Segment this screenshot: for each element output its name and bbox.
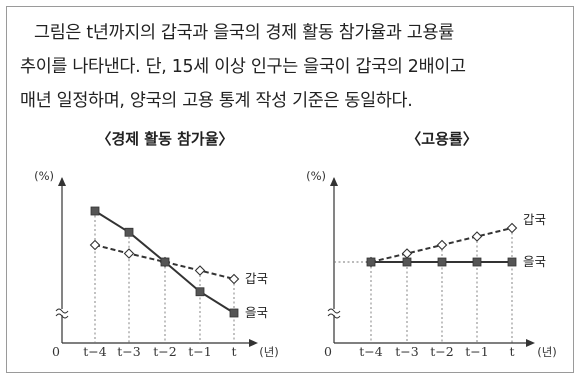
chart-2-x-tick-label: t−2 xyxy=(430,344,453,359)
chart-1-series-eul-point xyxy=(195,287,205,297)
chart-2-origin-label: 0 xyxy=(324,344,332,359)
chart-1-y-axis-arrow xyxy=(58,177,66,186)
chart-2-series-gap-point xyxy=(401,248,413,259)
chart-2-series-eul-point xyxy=(507,257,517,267)
chart-2-series-gap-point xyxy=(436,239,448,251)
chart-1-series-eul-point xyxy=(124,227,134,237)
chart-1-series-gap-point xyxy=(123,248,135,259)
chart-2-axis-break-gap xyxy=(329,309,339,315)
chart-1-x-tick-label: t−4 xyxy=(83,344,106,359)
chart-1-series-eul-point xyxy=(229,308,239,318)
chart-1-y-unit: (%) xyxy=(34,169,54,183)
chart-2-x-tick-label: t−3 xyxy=(395,344,418,359)
chart-2-x-tick-label: t xyxy=(509,344,514,359)
chart-1-x-axis-arrow xyxy=(249,339,258,347)
problem-text: 그림은 t년까지의 갑국과 을국의 경제 활동 참가율과 고용률 추이를 나타낸… xyxy=(20,16,568,118)
chart-1-x-unit: (년) xyxy=(259,345,279,359)
chart-2-x-tick-label: t−1 xyxy=(465,344,488,359)
chart-1-series-gap-point xyxy=(89,239,101,251)
chart-2-series-gap-label: 갑국 xyxy=(523,212,546,227)
chart-1-x-tick-label: t−3 xyxy=(117,344,140,359)
chart-2-title: 〈고용률〉 xyxy=(406,130,477,148)
chart-2-series-gap-point xyxy=(471,231,483,242)
chart-1-x-tick-label: t−2 xyxy=(153,344,176,359)
problem-frame xyxy=(6,6,574,373)
chart-2-series-gap-point xyxy=(506,222,518,234)
chart-2-series-eul-point xyxy=(366,257,376,267)
chart-2-series-eul-point xyxy=(402,257,412,267)
problem-text-line-2: 추이를 나타낸다. 단, 15세 이상 인구는 을국이 갑국의 2배이고 xyxy=(20,57,466,77)
chart-1-series-eul-point xyxy=(90,206,100,216)
chart-1-series-eul-label: 을국 xyxy=(245,305,268,320)
chart-1-title: 〈경제 활동 참가율〉 xyxy=(96,130,233,148)
problem-text-line-1: 그림은 t년까지의 갑국과 을국의 경제 활동 참가율과 고용률 xyxy=(34,23,454,43)
chart-1-x-tick-label: t xyxy=(231,344,236,359)
chart-2-axis-break-mark xyxy=(327,313,341,319)
chart-2-x-tick-label: t−4 xyxy=(359,344,382,359)
problem-text-line-3: 매년 일정하며, 양국의 고용 통계 작성 기준은 동일하다. xyxy=(20,91,413,111)
chart-1-x-tick-label: t−1 xyxy=(188,344,211,359)
chart-1-series-gap-point xyxy=(228,273,240,285)
chart-1-axis-break-mark xyxy=(55,308,69,314)
chart-1-axis-break-mark xyxy=(55,313,69,319)
chart-2-y-axis-arrow xyxy=(330,177,338,186)
chart-1-series-gap-point xyxy=(194,265,206,276)
chart-2-x-axis-arrow xyxy=(526,339,535,347)
chart-2-axis-break-mark xyxy=(327,308,341,314)
chart-2-series-eul-point xyxy=(437,257,447,267)
chart-1-axis-break-gap xyxy=(57,309,67,315)
chart-2-series-eul-point xyxy=(472,257,482,267)
chart-2-x-unit: (년) xyxy=(537,345,557,359)
chart-1-series-eul-point xyxy=(160,257,170,267)
chart-1-series-gap-label: 갑국 xyxy=(245,271,268,286)
chart-2-series-eul-label: 을국 xyxy=(523,254,546,269)
chart-1-origin-label: 0 xyxy=(52,344,60,359)
chart-2-y-unit: (%) xyxy=(306,169,326,183)
